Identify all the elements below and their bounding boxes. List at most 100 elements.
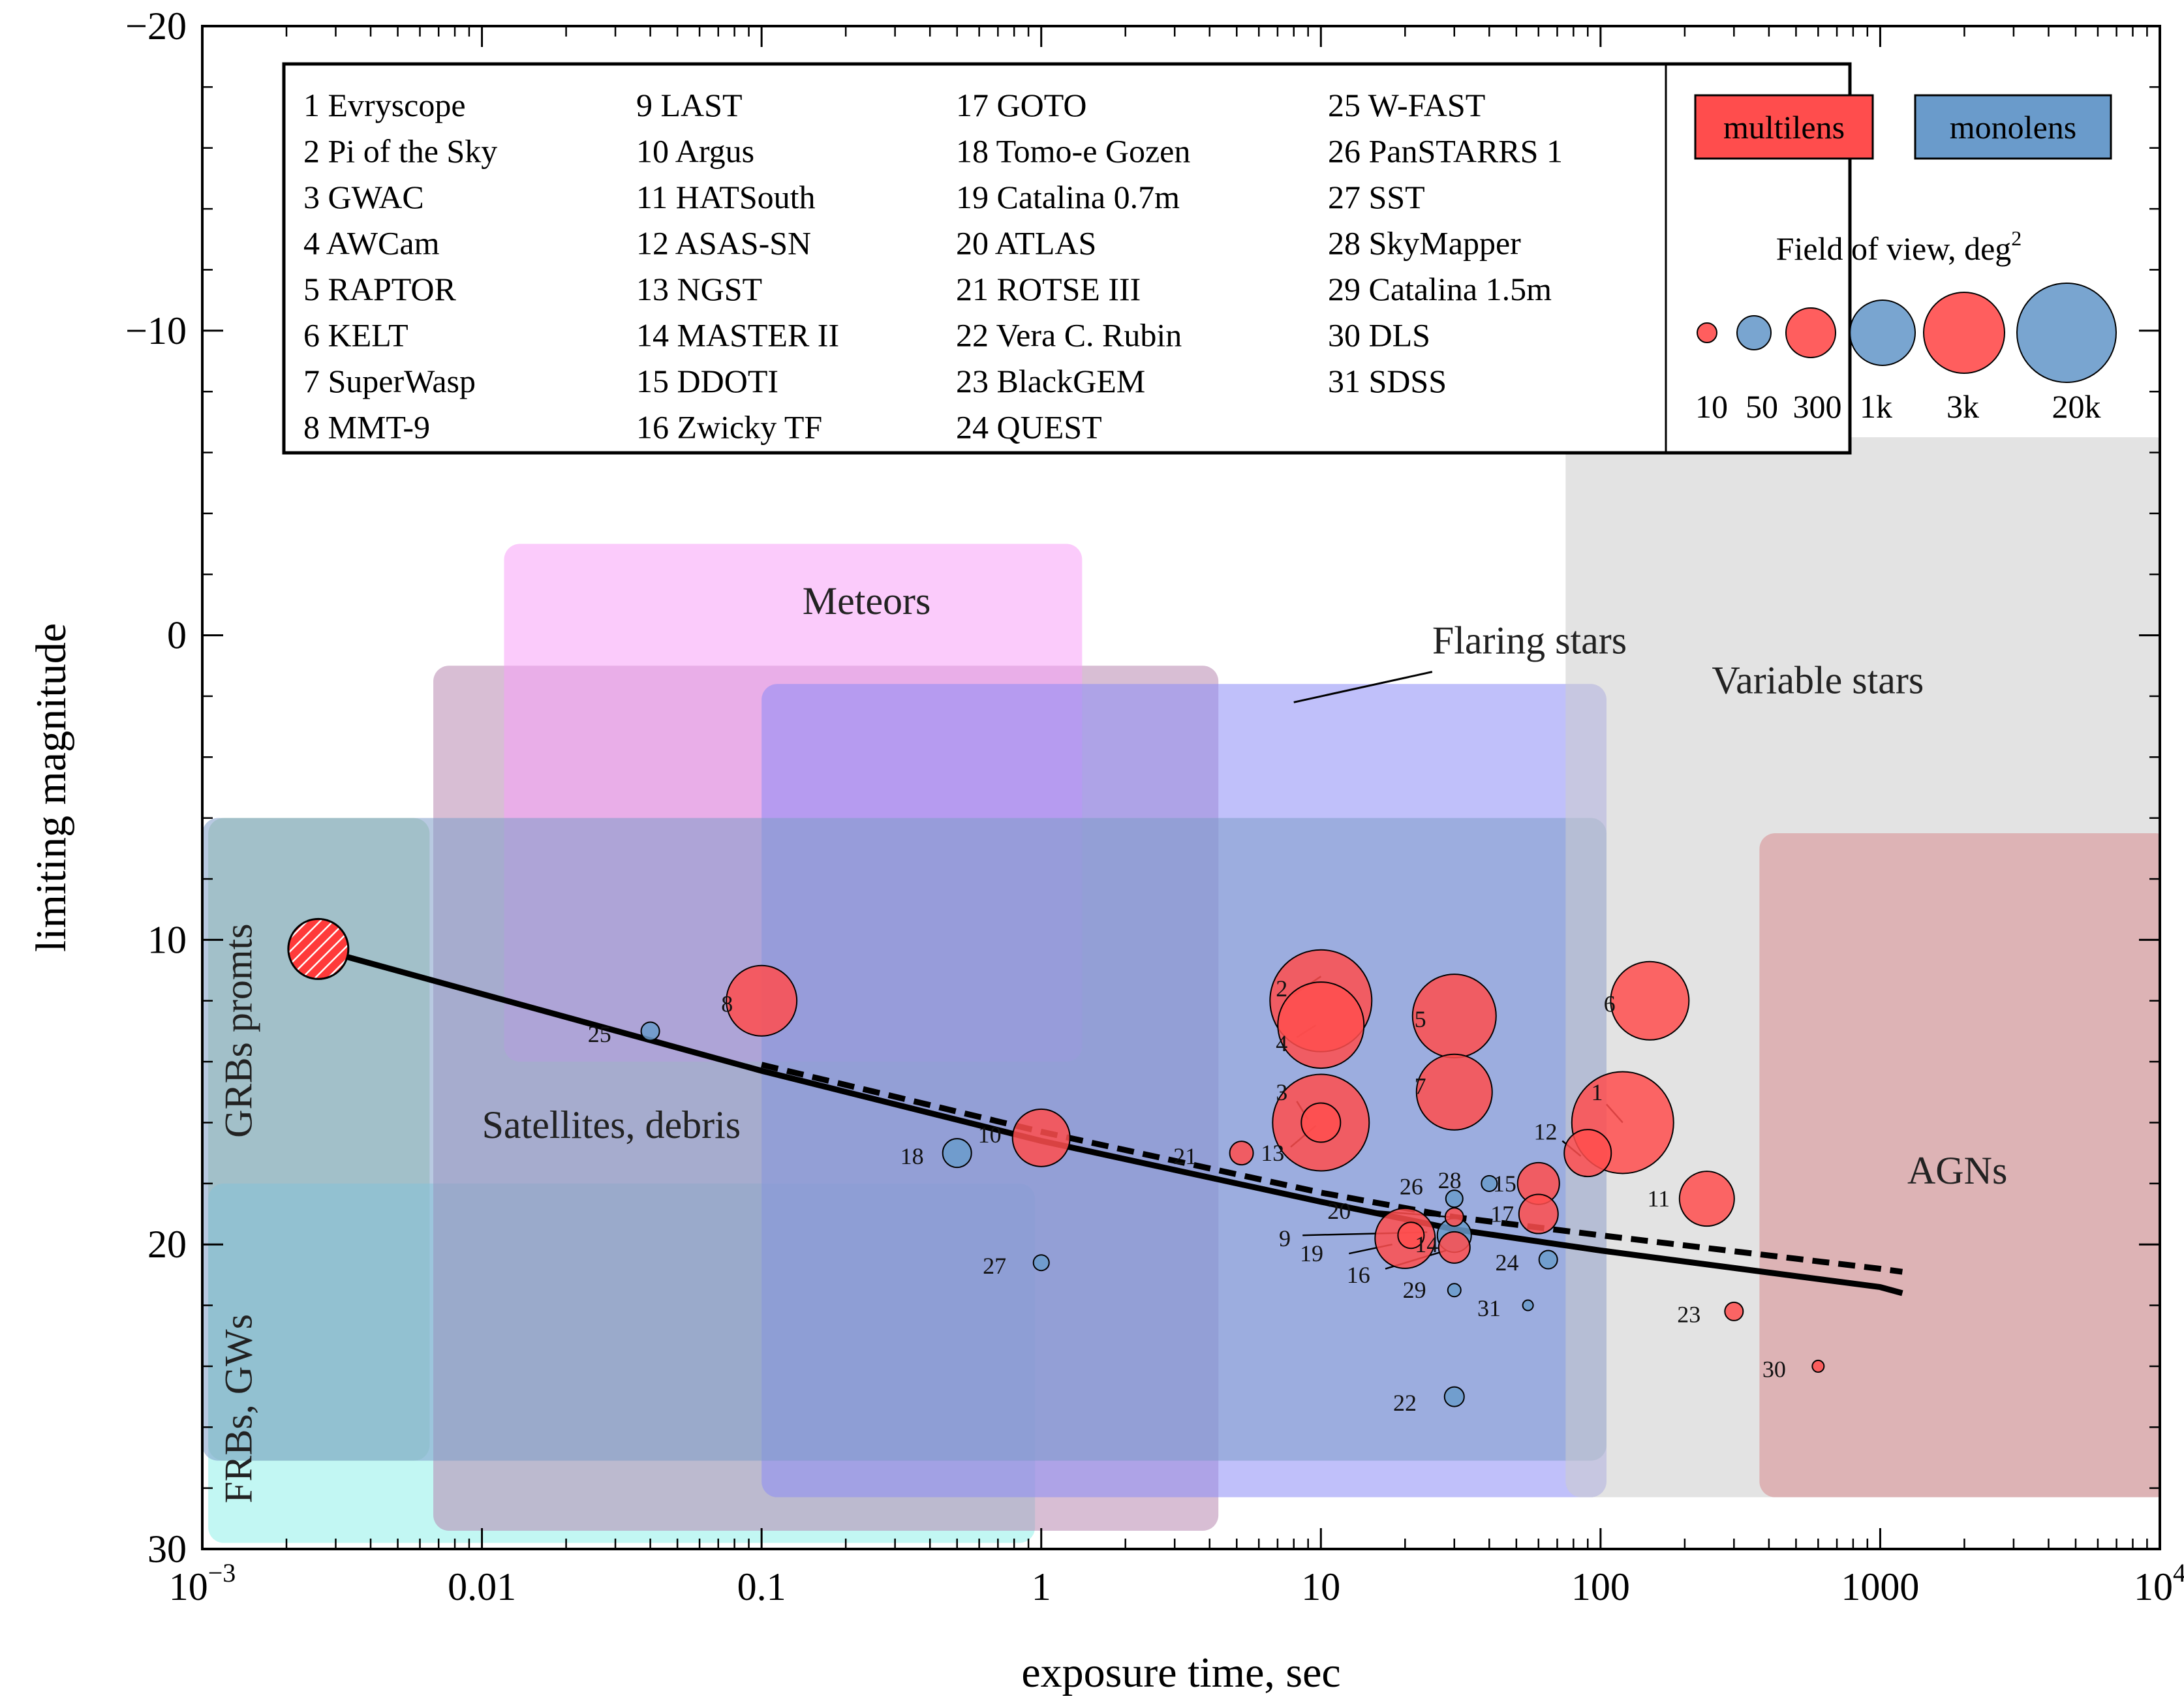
legend-entry-9: 9 LAST xyxy=(636,87,743,123)
point-22 xyxy=(1443,1386,1465,1407)
legend-fov-circle-10 xyxy=(1697,322,1717,343)
point-label-11: 11 xyxy=(1647,1186,1670,1212)
legend-fov-label-1k: 1k xyxy=(1860,388,1892,425)
point-layer xyxy=(287,917,1825,1407)
region-label-4: Flaring stars xyxy=(1432,619,1627,662)
x-tick-label-5: 100 xyxy=(1571,1565,1630,1608)
legend-entry-8: 8 MMT-9 xyxy=(303,409,430,446)
point-label-29: 29 xyxy=(1403,1277,1426,1303)
x-tick-label-3: 1 xyxy=(1032,1565,1051,1608)
legend-fov-label-3k: 3k xyxy=(1946,388,1979,425)
legend-entry-19: 19 Catalina 0.7m xyxy=(956,179,1180,215)
point-14 xyxy=(1438,1231,1471,1264)
point-label-23: 23 xyxy=(1677,1302,1700,1328)
point-label-15: 15 xyxy=(1493,1171,1516,1197)
legend-entry-12: 12 ASAS-SN xyxy=(636,225,811,262)
point-label-4: 4 xyxy=(1276,1030,1287,1056)
point-21 xyxy=(1229,1141,1254,1166)
region-label-3: Meteors xyxy=(803,579,931,622)
legend-entry-7: 7 SuperWasp xyxy=(303,363,476,399)
legend-fov-title: Field of view, deg2 xyxy=(1776,226,2022,267)
legend-monolens-label: monolens xyxy=(1950,109,2076,146)
point-label-25: 25 xyxy=(588,1021,611,1047)
legend-entry-30: 30 DLS xyxy=(1328,317,1430,354)
point-label-30: 30 xyxy=(1762,1357,1786,1383)
point-18 xyxy=(942,1138,972,1169)
region-label-layer: GRBs promts FRBs, GWs Satellites, debris Me… xyxy=(217,579,2007,1503)
point-label-1: 1 xyxy=(1592,1079,1603,1105)
region-7 xyxy=(1759,833,2160,1497)
y-tick-label-2: 0 xyxy=(167,614,187,657)
point-label-10: 10 xyxy=(978,1122,1002,1148)
legend-entry-23: 23 BlackGEM xyxy=(956,363,1145,399)
legend-entry-22: 22 Vera C. Rubin xyxy=(956,317,1182,354)
point-30 xyxy=(1811,1359,1825,1373)
point-label-2: 2 xyxy=(1276,975,1287,1002)
point-label-18: 18 xyxy=(900,1143,924,1169)
legend-entry-25: 25 W-FAST xyxy=(1328,87,1485,123)
point-25 xyxy=(640,1021,660,1041)
legend-fov-label-10: 10 xyxy=(1695,388,1728,425)
region-label-2: Satellites, debris xyxy=(482,1103,741,1146)
point-label-13: 13 xyxy=(1261,1140,1284,1166)
point-17 xyxy=(1518,1193,1559,1235)
point-label-19: 19 xyxy=(1300,1240,1323,1266)
point-label-7: 7 xyxy=(1415,1073,1426,1099)
legend-entry-18: 18 Tomo-e Gozen xyxy=(956,133,1190,170)
point-label-17: 17 xyxy=(1490,1201,1514,1227)
x-tick-label-2: 0.1 xyxy=(737,1565,786,1608)
x-tick-label-7: 104 xyxy=(2134,1558,2184,1608)
legend-fov-circle-300 xyxy=(1785,307,1836,358)
legend-entry-2: 2 Pi of the Sky xyxy=(303,133,497,170)
flaring-stars-pointer xyxy=(1293,671,1433,703)
legend-entry-6: 6 KELT xyxy=(303,317,408,354)
legend-entry-17: 17 GOTO xyxy=(956,87,1086,123)
point-23 xyxy=(1724,1301,1744,1321)
y-tick-label-1: −10 xyxy=(125,309,187,352)
point-label-5: 5 xyxy=(1415,1006,1426,1032)
legend-monolens-swatch xyxy=(1914,94,2112,160)
x-tick-label-0: 10−3 xyxy=(169,1558,236,1608)
point-29 xyxy=(1447,1283,1462,1298)
legend: 1 Evryscope 2 Pi of the Sky 3 GWAC 4 AWCam 5… xyxy=(282,62,2117,455)
point-label-3: 3 xyxy=(1276,1079,1287,1105)
legend-fov-circle-50 xyxy=(1736,315,1772,350)
legend-fov-label-20k: 20k xyxy=(2052,388,2101,425)
point-4 xyxy=(1277,981,1365,1069)
point-label-9: 9 xyxy=(1279,1225,1291,1251)
point-label-22: 22 xyxy=(1393,1390,1417,1416)
point-label-28: 28 xyxy=(1438,1167,1462,1193)
point-6 xyxy=(1610,960,1690,1041)
point-label-27: 27 xyxy=(983,1253,1006,1279)
legend-multilens-swatch xyxy=(1694,94,1874,160)
region-label-7: AGNs xyxy=(1907,1149,2007,1192)
region-label-0: GRBs promts xyxy=(217,923,260,1137)
point-label-8: 8 xyxy=(721,990,733,1017)
point-label-24: 24 xyxy=(1496,1250,1519,1276)
point-13 xyxy=(1300,1102,1342,1143)
legend-entry-11: 11 HATSouth xyxy=(636,179,816,215)
x-tick-label-6: 1000 xyxy=(1841,1565,1919,1608)
y-tick-label-3: 10 xyxy=(147,918,187,961)
legend-entry-27: 27 SST xyxy=(1328,179,1425,215)
legend-entry-29: 29 Catalina 1.5m xyxy=(1328,271,1552,307)
point-28 xyxy=(1481,1174,1498,1192)
legend-fov-label-50: 50 xyxy=(1746,388,1778,425)
legend-entry-3: 3 GWAC xyxy=(303,179,424,215)
legend-entry-5: 5 RAPTOR xyxy=(303,271,457,307)
legend-entry-26: 26 PanSTARRS 1 xyxy=(1328,133,1563,170)
point-20 xyxy=(1444,1207,1464,1227)
y-tick-label-5: 30 xyxy=(147,1527,187,1571)
legend-entry-20: 20 ATLAS xyxy=(956,225,1096,262)
legend-entry-14: 14 MASTER II xyxy=(636,317,839,354)
point-11 xyxy=(1678,1171,1735,1227)
legend-fov-circle-20k xyxy=(2016,283,2117,383)
region-label-6: Variable stars xyxy=(1712,658,1924,701)
point-10 xyxy=(1011,1108,1071,1167)
legend-fov-circle-1k xyxy=(1849,299,1916,366)
legend-entry-15: 15 DDOTI xyxy=(636,363,778,399)
legend-entry-16: 16 Zwicky TF xyxy=(636,409,822,446)
point-label-12: 12 xyxy=(1533,1118,1557,1144)
point-label-6: 6 xyxy=(1604,990,1616,1017)
